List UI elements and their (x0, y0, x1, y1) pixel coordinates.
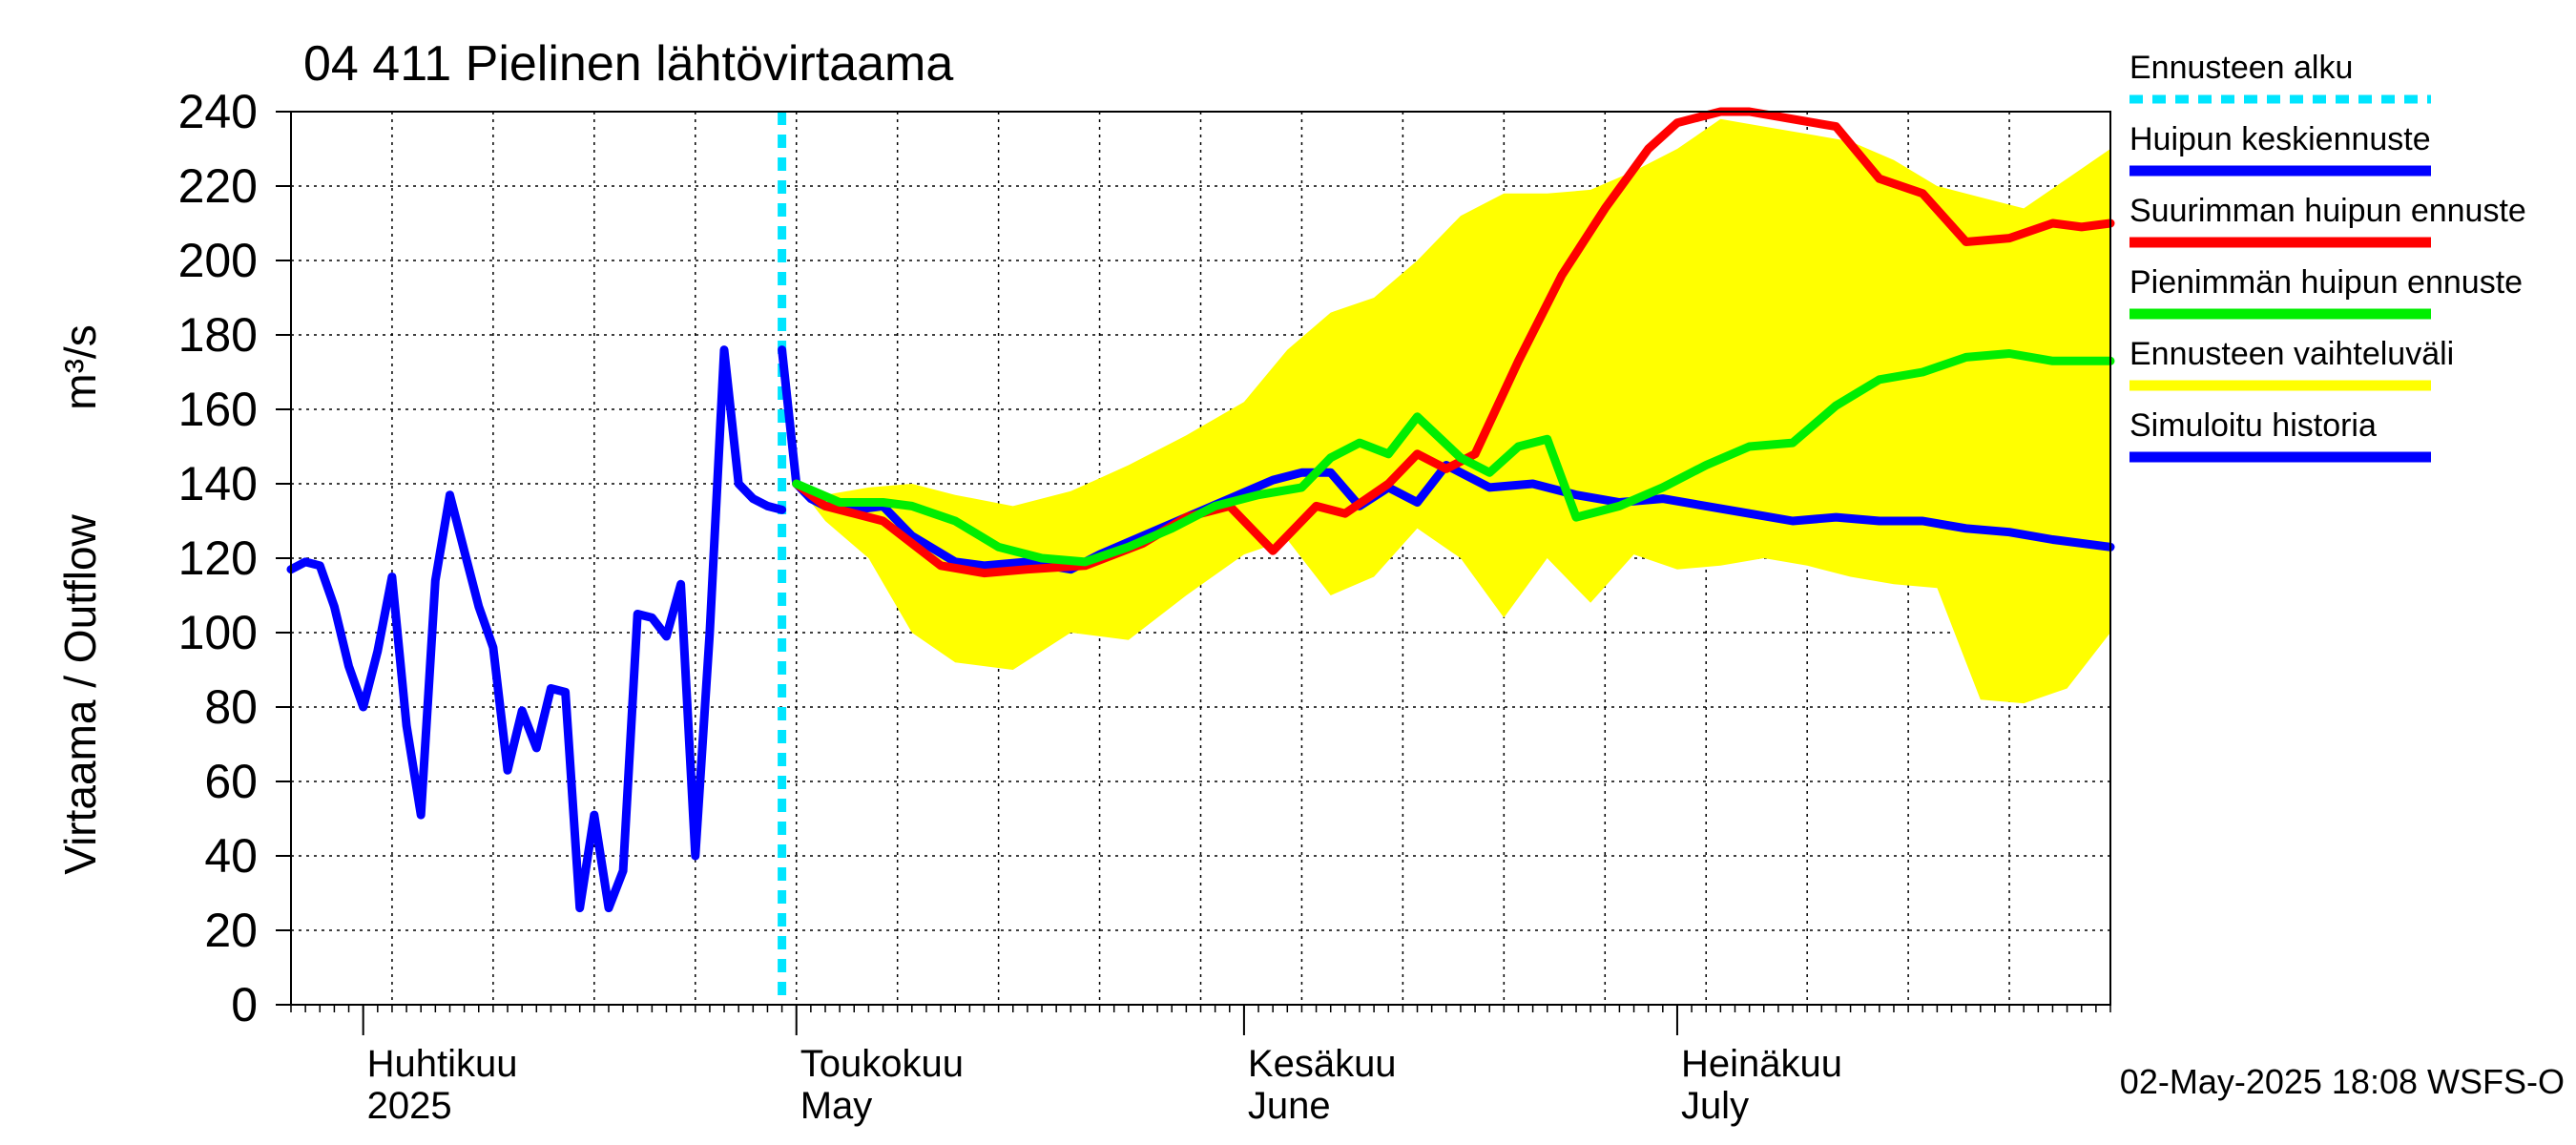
legend-label: Huipun keskiennuste (2129, 121, 2431, 157)
x-month-label: Huhtikuu (367, 1043, 518, 1085)
y-tick-label: 240 (178, 85, 258, 138)
series-4-band (796, 118, 2111, 704)
legend-label: Ennusteen vaihteluväli (2129, 336, 2454, 372)
forecast-band-layer (796, 118, 2111, 704)
y-tick-label: 40 (204, 829, 258, 883)
y-tick-label: 80 (204, 680, 258, 734)
y-axis-unit: m³/s (55, 324, 105, 409)
y-tick-label: 20 (204, 904, 258, 957)
x-month-sublabel: July (1681, 1085, 1749, 1127)
y-tick-label: 120 (178, 531, 258, 585)
y-tick-label: 100 (178, 606, 258, 659)
x-month-label: Toukokuu (800, 1043, 964, 1085)
x-month-label: Heinäkuu (1681, 1043, 1842, 1085)
legend-label: Pienimmän huipun ennuste (2129, 264, 2523, 301)
series-lines (286, 107, 2115, 1005)
series-3-line (792, 349, 2115, 567)
y-tick-label: 200 (178, 234, 258, 287)
legend-label: Ennusteen alku (2129, 50, 2353, 86)
plot-frame (290, 111, 2111, 1006)
y-tick-label: 180 (178, 308, 258, 362)
legend-label: Simuloitu historia (2129, 407, 2377, 444)
x-month-sublabel: May (800, 1085, 873, 1127)
chart-title: 04 411 Pielinen lähtövirtaama (303, 36, 953, 92)
y-tick-label: 160 (178, 383, 258, 436)
x-month-sublabel: 2025 (367, 1085, 452, 1127)
x-month-sublabel: June (1248, 1085, 1331, 1127)
x-month-label: Kesäkuu (1248, 1043, 1397, 1085)
y-tick-label: 140 (178, 457, 258, 510)
y-axis-label: Virtaama / Outflow (55, 513, 105, 874)
series-2-line (792, 107, 2115, 578)
y-tick-label: 0 (231, 978, 258, 1031)
axes: 0 20 40 60 80 100 120 140 160 180 200 220 240 Huhtiku… (178, 85, 2111, 1127)
series-5-line (286, 345, 787, 913)
legend: Ennusteen alku Huipun keskiennuste Suurimm… (2129, 50, 2526, 463)
y-tick-label: 220 (178, 159, 258, 213)
y-tick-label: 60 (204, 755, 258, 808)
footer-timestamp: 02-May-2025 18:08 WSFS-O (2120, 1062, 2565, 1101)
legend-label: Suurimman huipun ennuste (2129, 193, 2526, 229)
